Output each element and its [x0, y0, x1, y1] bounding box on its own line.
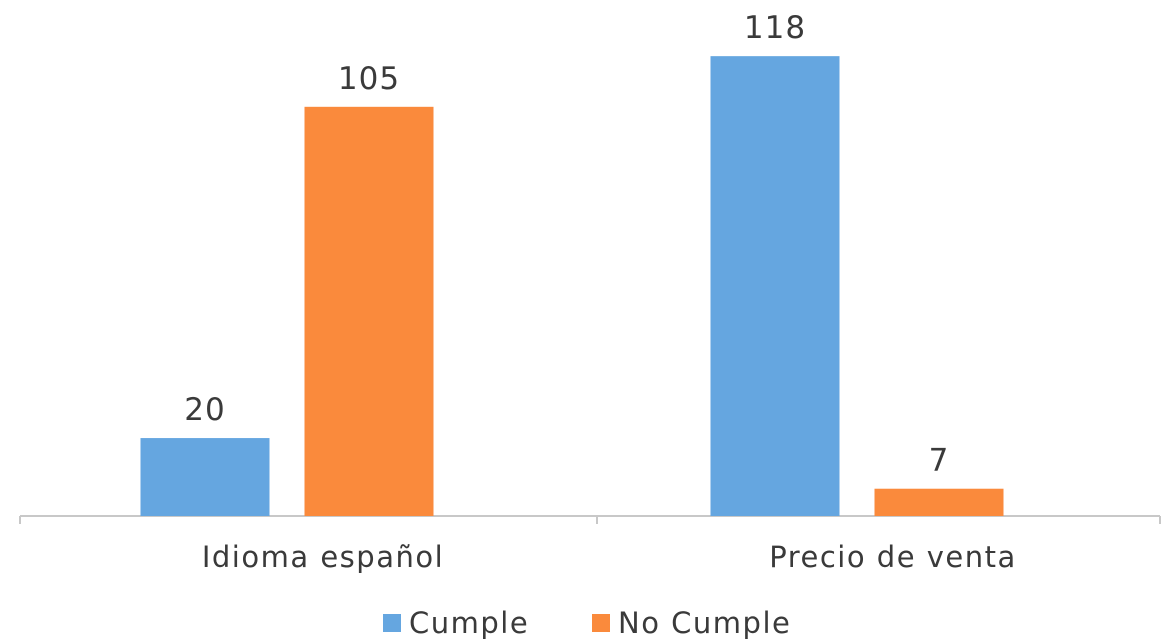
data-labels-layer: 20 105 118 7	[184, 10, 950, 479]
bar-cumple-precio-de-venta	[710, 56, 840, 517]
legend-swatch-cumple	[383, 614, 401, 632]
data-label-cumple-precio-de-venta: 118	[744, 10, 806, 46]
data-label-no-cumple-precio-de-venta: 7	[929, 443, 950, 479]
bar-no-cumple-idioma-espanol	[304, 106, 434, 516]
category-label-precio-de-venta: Precio de venta	[769, 540, 1017, 574]
bars-layer	[140, 56, 1004, 517]
legend-label-cumple: Cumple	[409, 606, 529, 639]
category-labels-layer: Idioma español Precio de venta	[202, 540, 1017, 574]
bar-no-cumple-precio-de-venta	[874, 488, 1004, 516]
legend: Cumple No Cumple	[383, 606, 791, 640]
legend-swatch-no-cumple	[592, 614, 610, 632]
category-label-idioma-espanol: Idioma español	[202, 540, 444, 574]
legend-label-no-cumple: No Cumple	[618, 606, 791, 639]
bar-cumple-idioma-espanol	[140, 438, 270, 516]
data-label-no-cumple-idioma-espanol: 105	[338, 61, 400, 97]
data-label-cumple-idioma-espanol: 20	[184, 392, 225, 428]
